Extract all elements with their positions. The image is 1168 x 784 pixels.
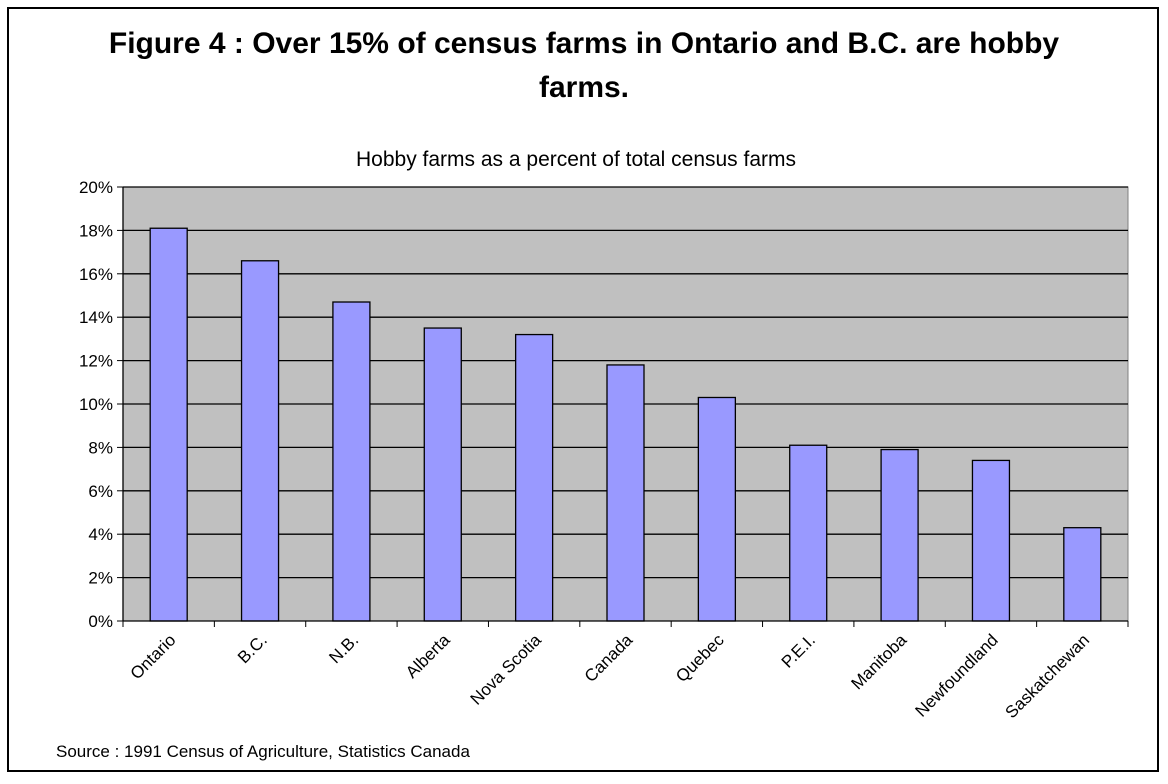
y-tick-label: 10% [79,395,113,414]
x-tick-label: Ontario [127,630,180,683]
axes [117,186,1129,627]
x-tick-labels: Ontario B.C. N.B. Alberta Nova Scotia Canada Q… [127,630,1093,722]
x-tick-label: Nova Scotia [467,630,546,709]
y-tick-label: 8% [88,438,113,457]
y-tick-labels: 0% 2% 4% 6% 8% 10% 12% 14% 16% 18% 20% [79,178,113,631]
bar-quebec [697,396,737,622]
x-tick-label: Quebec [672,630,728,686]
bars [149,227,1102,622]
chart-title: Figure 4 : Over 15% of census farms in O… [108,27,1060,104]
x-tick-label: Newfoundland [911,630,1001,720]
bar-manitoba [880,448,919,622]
y-tick-label: 14% [79,308,113,327]
bar-newfoundland [971,459,1011,622]
bar-p-e-i [789,444,828,622]
x-tick-label: Alberta [402,630,454,682]
gridlines [123,186,1128,579]
x-tick-label: Manitoba [848,630,911,693]
y-tick-label: 0% [88,612,113,631]
bar-b-c [240,260,280,622]
x-tick-label: N.B. [325,630,362,667]
y-tick-label: 18% [79,221,113,240]
bar-nova-scotia [514,333,554,622]
x-tick-label: Saskatchewan [1002,630,1094,722]
x-tick-label: Canada [581,630,637,686]
y-tick-label: 6% [88,482,113,501]
bar-canada [606,364,645,622]
x-tick-label: P.E.I. [778,630,819,671]
source-note: Source : 1991 Census of Agriculture, Sta… [56,742,470,761]
chart-subtitle: Hobby farms as a percent of total census… [355,148,797,171]
y-tick-label: 20% [79,178,113,197]
y-tick-label: 12% [79,352,113,371]
bar-saskatchewan [1063,527,1102,622]
y-tick-label: 2% [88,569,113,588]
y-tick-label: 16% [79,265,113,284]
bar-ontario [149,227,188,622]
y-tick-label: 4% [88,525,113,544]
bar-alberta [423,327,462,622]
x-tick-label: B.C. [234,630,271,667]
bar-n-b [332,301,371,622]
